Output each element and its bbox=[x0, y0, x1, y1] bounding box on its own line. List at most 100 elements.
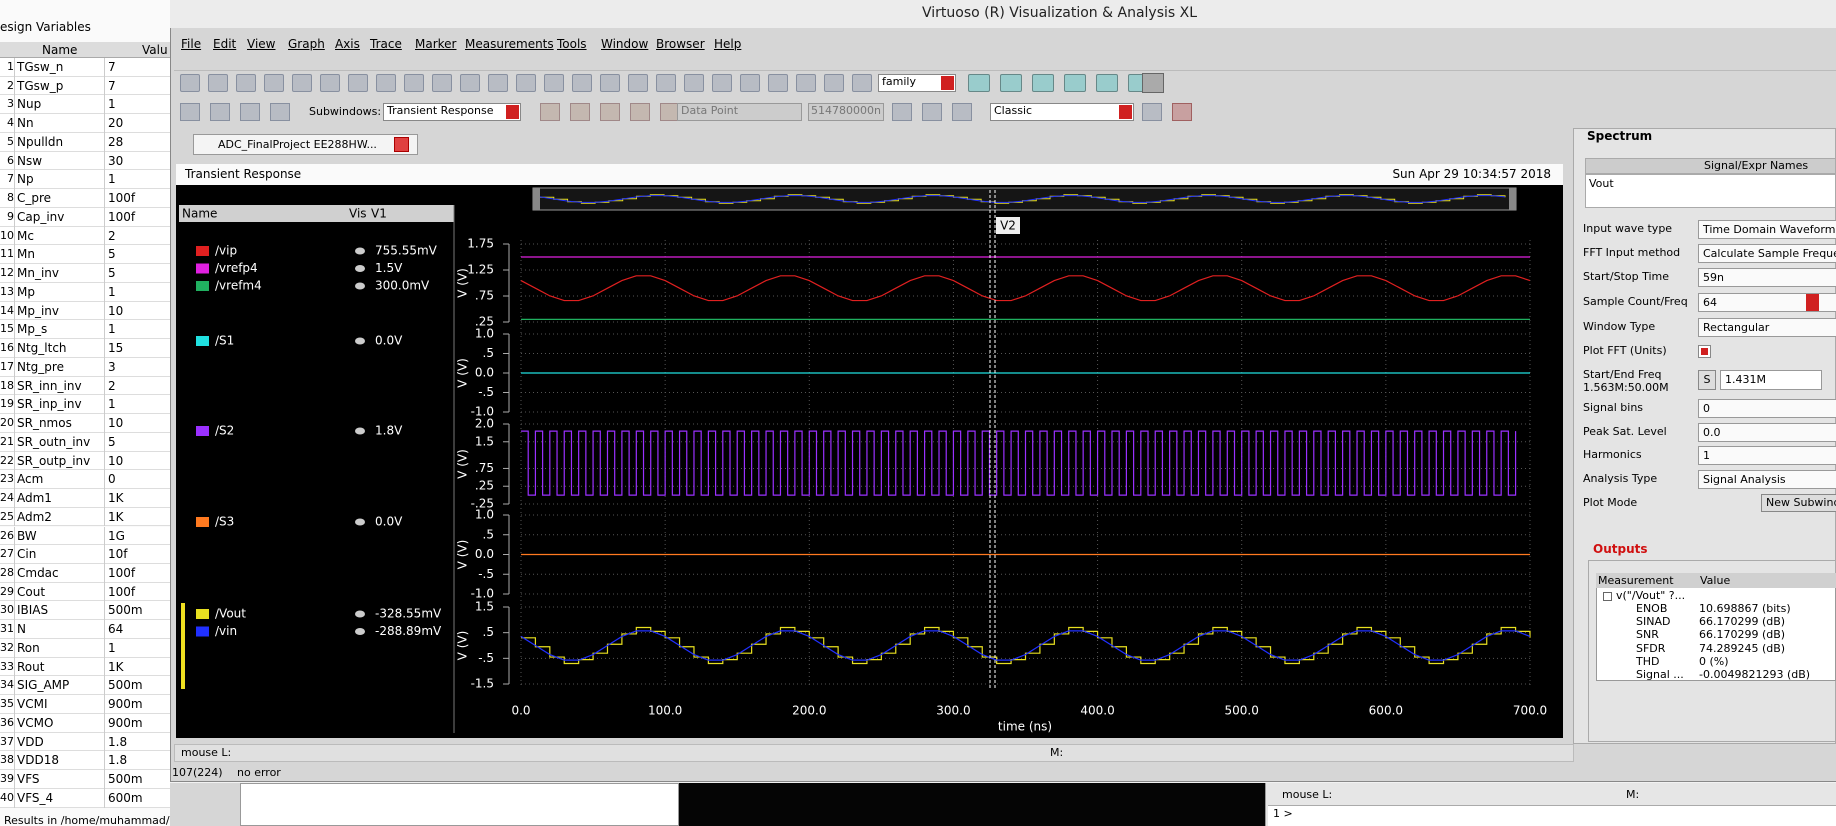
field[interactable]: Signal Analysis bbox=[1698, 470, 1836, 489]
table-row[interactable] bbox=[0, 414, 170, 433]
dropdown[interactable]: Data Point bbox=[677, 103, 802, 121]
menu-item[interactable]: Window bbox=[601, 37, 649, 51]
table-row[interactable] bbox=[0, 451, 170, 471]
menu-item[interactable]: Tools bbox=[557, 37, 587, 51]
toolbar-icon[interactable] bbox=[1064, 74, 1086, 92]
toolbar-icon[interactable] bbox=[540, 103, 560, 121]
dropdown[interactable]: Classic bbox=[990, 103, 1134, 121]
toolbar-icon[interactable] bbox=[952, 103, 972, 121]
toolbar-icon[interactable] bbox=[1142, 73, 1164, 93]
table-row[interactable] bbox=[0, 264, 170, 283]
table-row[interactable] bbox=[0, 470, 170, 489]
toolbar-icon[interactable] bbox=[180, 74, 200, 92]
toolbar-icon[interactable] bbox=[208, 74, 228, 92]
menu-item[interactable]: Trace bbox=[370, 37, 402, 51]
menu-item[interactable]: Edit bbox=[213, 37, 237, 51]
table-row[interactable] bbox=[0, 507, 170, 527]
toolbar-icon[interactable] bbox=[922, 103, 942, 121]
toolbar-icon[interactable] bbox=[824, 74, 844, 92]
table-row[interactable] bbox=[0, 582, 170, 602]
field[interactable]: 0 bbox=[1698, 399, 1836, 418]
button[interactable]: New Subwind bbox=[1761, 494, 1836, 512]
table-row[interactable] bbox=[0, 788, 170, 808]
tab[interactable]: ADC_FinalProject EE288HW... bbox=[193, 134, 418, 155]
toolbar-icon[interactable] bbox=[292, 74, 312, 92]
table-row[interactable] bbox=[0, 489, 170, 508]
table-row[interactable] bbox=[0, 170, 170, 190]
toolbar-icon[interactable] bbox=[236, 74, 256, 92]
toolbar-icon[interactable] bbox=[768, 74, 788, 92]
menu-item[interactable]: Axis bbox=[335, 37, 360, 51]
menu-item[interactable]: Help bbox=[714, 37, 742, 51]
table-row[interactable] bbox=[0, 657, 170, 677]
menu-item[interactable]: Marker bbox=[415, 37, 457, 51]
text-field[interactable]: 1.431M bbox=[1720, 370, 1822, 390]
table-row[interactable] bbox=[0, 226, 170, 246]
table-row[interactable] bbox=[0, 320, 170, 340]
table-row[interactable] bbox=[0, 638, 170, 658]
toolbar-icon[interactable] bbox=[600, 103, 620, 121]
table-row[interactable] bbox=[0, 545, 170, 564]
table-row[interactable] bbox=[0, 713, 170, 733]
toolbar-icon[interactable] bbox=[264, 74, 284, 92]
toolbar-icon[interactable] bbox=[180, 103, 200, 121]
toolbar-icon[interactable] bbox=[656, 74, 676, 92]
tab-close[interactable] bbox=[394, 137, 409, 152]
toolbar-icon[interactable] bbox=[684, 74, 704, 92]
dropdown[interactable]: Transient Response bbox=[383, 103, 521, 121]
table-row[interactable] bbox=[0, 732, 170, 752]
table-row[interactable] bbox=[0, 770, 170, 789]
table-row[interactable] bbox=[0, 95, 170, 115]
toolbar-icon[interactable] bbox=[712, 74, 732, 92]
menu-item[interactable]: Measurements bbox=[465, 37, 554, 51]
table-row[interactable] bbox=[0, 76, 170, 96]
toolbar-icon[interactable] bbox=[572, 74, 592, 92]
menu-item[interactable]: Graph bbox=[288, 37, 325, 51]
table-row[interactable] bbox=[0, 526, 170, 546]
toolbar-icon[interactable] bbox=[488, 74, 508, 92]
toolbar-icon[interactable] bbox=[1000, 74, 1022, 92]
table-row[interactable] bbox=[0, 676, 170, 696]
table-row[interactable] bbox=[0, 189, 170, 208]
toolbar-icon[interactable] bbox=[376, 74, 396, 92]
table-row[interactable] bbox=[0, 395, 170, 415]
menu-item[interactable]: View bbox=[247, 37, 276, 51]
dropdown[interactable]: family bbox=[878, 74, 956, 92]
toolbar-icon[interactable] bbox=[348, 74, 368, 92]
toolbar-icon[interactable] bbox=[968, 74, 990, 92]
field[interactable]: 64 bbox=[1698, 293, 1836, 312]
signal-list[interactable]: Vout bbox=[1585, 174, 1836, 208]
toolbar-icon[interactable] bbox=[1172, 103, 1192, 121]
field[interactable]: Calculate Sample Freque bbox=[1698, 244, 1836, 263]
field[interactable]: 1 bbox=[1698, 446, 1836, 465]
toolbar-icon[interactable] bbox=[600, 74, 620, 92]
field[interactable]: 59n bbox=[1698, 268, 1836, 287]
table-row[interactable] bbox=[0, 301, 170, 321]
field[interactable]: Rectangular bbox=[1698, 318, 1836, 337]
button[interactable]: S bbox=[1698, 370, 1716, 390]
table-row[interactable] bbox=[0, 339, 170, 358]
menu-item[interactable]: File bbox=[181, 37, 202, 51]
toolbar-icon[interactable] bbox=[796, 74, 816, 92]
toolbar-icon[interactable] bbox=[432, 74, 452, 92]
table-row[interactable] bbox=[0, 751, 170, 771]
table-row[interactable] bbox=[0, 432, 170, 452]
table-row[interactable] bbox=[0, 114, 170, 133]
toolbar-icon[interactable] bbox=[1142, 103, 1162, 121]
toolbar-icon[interactable] bbox=[1096, 74, 1118, 92]
menu-item[interactable]: Browser bbox=[656, 37, 705, 51]
toolbar-icon[interactable] bbox=[240, 103, 260, 121]
toolbar-icon[interactable] bbox=[740, 74, 760, 92]
text-field[interactable]: 514780000n bbox=[808, 103, 884, 121]
toolbar-icon[interactable] bbox=[630, 103, 650, 121]
table-row[interactable] bbox=[0, 282, 170, 302]
table-row[interactable] bbox=[0, 357, 170, 377]
toolbar-icon[interactable] bbox=[516, 74, 536, 92]
field[interactable]: Time Domain Waveform bbox=[1698, 220, 1836, 239]
table-row[interactable] bbox=[0, 601, 170, 621]
table-row[interactable] bbox=[0, 620, 170, 639]
toolbar-icon[interactable] bbox=[628, 74, 648, 92]
toolbar-icon[interactable] bbox=[570, 103, 590, 121]
field[interactable]: 0.0 bbox=[1698, 423, 1836, 442]
toolbar-icon[interactable] bbox=[544, 74, 564, 92]
